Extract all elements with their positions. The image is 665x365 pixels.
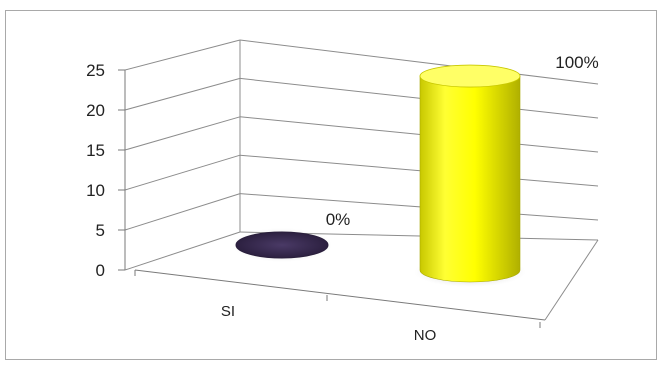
data-label-si: 0%	[326, 210, 351, 229]
floor-left-edge	[124, 231, 241, 271]
category-label-no: NO	[414, 327, 437, 344]
gridline-back-20	[239, 77, 599, 119]
gridline-left-15	[124, 116, 241, 151]
y-tick-label-5: 5	[96, 221, 105, 240]
bars	[232, 64, 526, 287]
bar-top-no	[419, 64, 521, 88]
gridline-left-5	[124, 193, 241, 231]
gridline-left-10	[124, 154, 241, 191]
labels: 0 5 10 15 20 25 SI NO 0% 100%	[86, 53, 599, 344]
y-tick-label-0: 0	[96, 261, 105, 280]
y-tick-label-15: 15	[86, 141, 105, 160]
x-axis-line	[134, 269, 546, 321]
y-tick-label-10: 10	[86, 181, 105, 200]
gridline-back-10	[239, 154, 599, 187]
gridline-left-25	[124, 39, 241, 71]
gridline-back-5	[239, 193, 599, 221]
gridline-back-15	[239, 116, 599, 153]
data-label-no: 100%	[555, 53, 598, 72]
gridlines	[124, 39, 599, 231]
category-label-si: SI	[221, 303, 235, 320]
floor-right-edge	[544, 239, 599, 321]
chart-frame	[5, 10, 657, 360]
gridline-left-20	[124, 77, 241, 111]
axes	[118, 40, 599, 328]
bar-si	[235, 231, 329, 259]
y-tick-label-25: 25	[86, 61, 105, 80]
gridline-back-25	[239, 39, 599, 85]
bar-no	[419, 75, 521, 283]
y-tick-label-20: 20	[86, 101, 105, 120]
